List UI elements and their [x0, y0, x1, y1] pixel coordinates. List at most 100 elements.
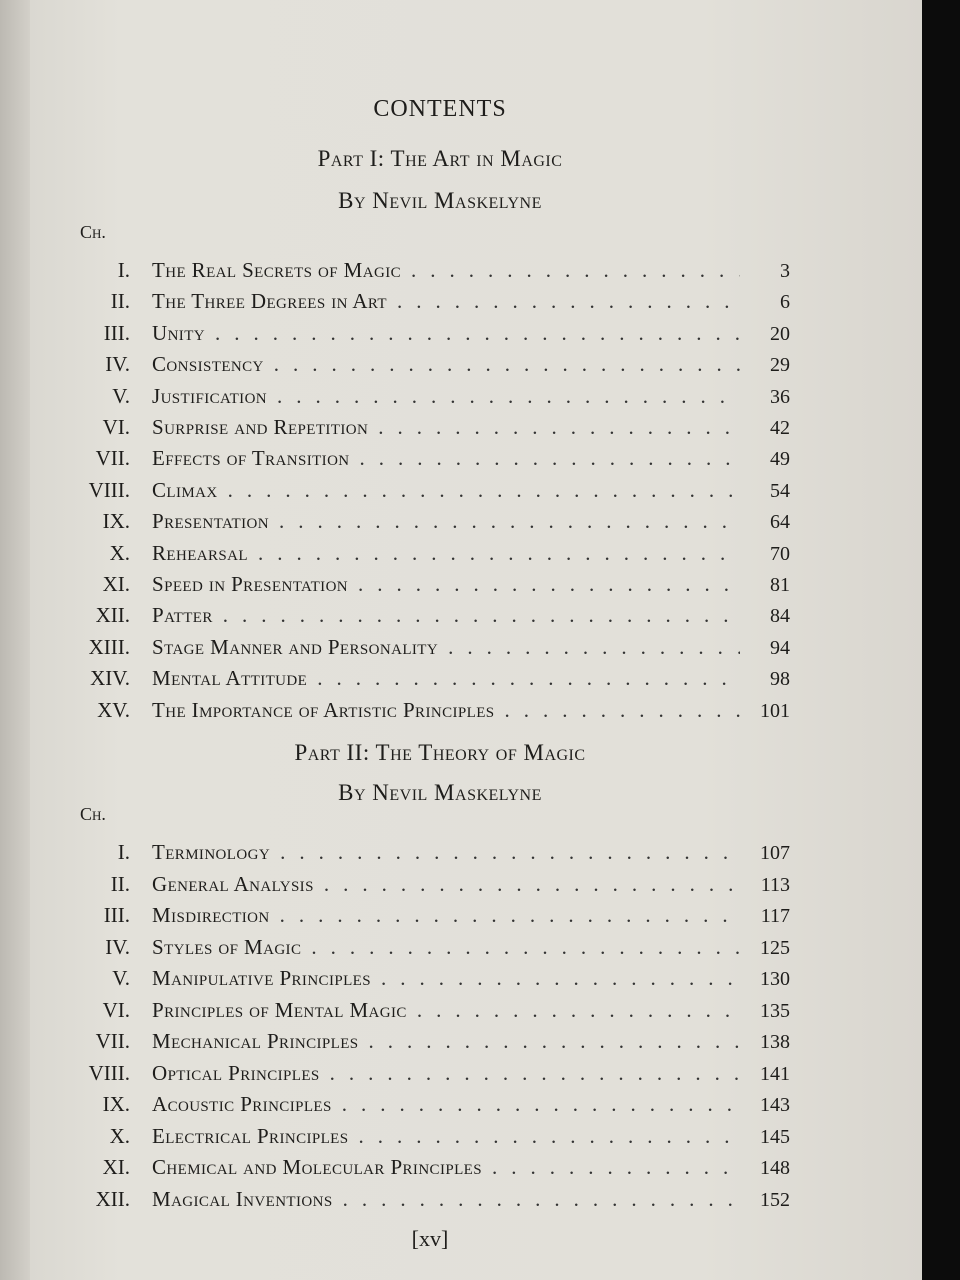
- chapter-number: IV.: [105, 352, 130, 377]
- dot-leader: ........................................…: [359, 446, 740, 471]
- chapter-title: Chemical and Molecular Principles: [152, 1155, 482, 1179]
- chapter-number: XII.: [95, 1186, 130, 1211]
- toc-entry: I. Terminology...........................…: [70, 840, 790, 868]
- dot-leader: ........................................…: [280, 840, 740, 864]
- part-title: Part I: The Art in Magic: [317, 146, 563, 171]
- page-ref: 81: [770, 574, 790, 596]
- toc-entry: XI. Chemical and Molecular Principles....…: [70, 1155, 790, 1183]
- toc-entry: XV. The Importance of Artistic Principles…: [70, 698, 790, 726]
- toc-entry: VII. Mechanical Principles...............…: [70, 1029, 790, 1057]
- book-page: CONTENTS Part I: The Art in Magic By Nevi…: [0, 0, 922, 1280]
- chapter-number: XV.: [97, 697, 130, 722]
- toc-entry: II. The Three Degrees in Art.............…: [70, 289, 790, 317]
- chapter-number: I.: [117, 840, 130, 864]
- part-title: Part II: The Theory of Magic: [294, 740, 586, 765]
- chapter-number: XII.: [95, 603, 130, 628]
- chapter-title: Effects of Transition: [152, 446, 350, 471]
- page-ref: 125: [760, 936, 790, 959]
- chapter-number: VII.: [95, 446, 130, 471]
- chapter-number: X.: [109, 1123, 130, 1148]
- page-ref: 117: [760, 905, 790, 927]
- chapter-title: Terminology: [152, 840, 271, 864]
- page-ref: 20: [770, 322, 790, 345]
- dot-leader: ........................................…: [411, 258, 740, 282]
- chapter-number: II.: [110, 289, 130, 314]
- dot-leader: ........................................…: [504, 697, 741, 722]
- dot-leader: ........................................…: [215, 320, 740, 345]
- page-ref: 107: [760, 842, 790, 864]
- chapter-title: Climax: [152, 477, 218, 502]
- dot-leader: ........................................…: [368, 1029, 740, 1053]
- toc-entry: II. General Analysis.....................…: [70, 872, 790, 900]
- dot-leader: ........................................…: [342, 1186, 740, 1211]
- page-ref: 138: [760, 1031, 790, 1053]
- toc-entry: V. Manipulative Principles...............…: [70, 966, 790, 994]
- page-ref: 49: [770, 448, 790, 471]
- chapter-title: Presentation: [152, 509, 269, 534]
- chapter-number: XIII.: [88, 634, 130, 659]
- toc-entry: XIV. Mental Attitude.....................…: [70, 666, 790, 694]
- page-ref: 145: [760, 1125, 790, 1148]
- page-ref: 6: [780, 291, 790, 314]
- dot-leader: ........................................…: [358, 1123, 741, 1148]
- chapter-title: Misdirection: [152, 903, 270, 927]
- chapter-title: Unity: [152, 320, 205, 345]
- toc-entry: V. Justification.........................…: [70, 384, 790, 412]
- page-ref: 64: [770, 511, 790, 534]
- chapter-number: III.: [103, 320, 130, 345]
- page-ref: 101: [760, 699, 790, 722]
- page-gutter: [0, 0, 30, 1280]
- chapter-title: Mechanical Principles: [152, 1029, 359, 1053]
- toc-entry: IX. Presentation.........................…: [70, 509, 790, 537]
- toc-entry: III. Misdirection........................…: [70, 903, 790, 931]
- chapter-title: Optical Principles: [152, 1060, 320, 1085]
- chapter-number: XI.: [102, 1155, 130, 1179]
- chapter-title: Stage Manner and Personality: [152, 634, 439, 659]
- page-ref: 143: [760, 1094, 790, 1116]
- chapter-title: Speed in Presentation: [152, 572, 349, 596]
- chapter-title: Surprise and Repetition: [152, 415, 369, 439]
- chapter-number: XI.: [102, 572, 130, 596]
- toc-entry: I. The Real Secrets of Magic.............…: [70, 258, 790, 286]
- chapter-number: XIV.: [90, 666, 130, 691]
- chapter-column-label: Ch.: [80, 222, 106, 242]
- toc-entry: XIII. Stage Manner and Personality.......…: [70, 635, 790, 663]
- dot-leader: ........................................…: [448, 634, 740, 659]
- chapter-title: The Real Secrets of Magic: [152, 258, 402, 282]
- dot-leader: ........................................…: [257, 540, 740, 565]
- toc-entry: VII. Effects of Transition...............…: [70, 446, 790, 474]
- dot-leader: ........................................…: [277, 383, 740, 408]
- dot-leader: ........................................…: [341, 1092, 740, 1116]
- dot-leader: ........................................…: [378, 415, 740, 439]
- contents-heading: CONTENTS: [373, 96, 507, 122]
- dot-leader: ........................................…: [396, 289, 740, 314]
- chapter-title: Mental Attitude: [152, 666, 308, 691]
- chapter-number: VI.: [102, 415, 130, 439]
- dot-leader: ........................................…: [222, 603, 740, 628]
- chapter-column-label: Ch.: [80, 804, 106, 824]
- page-ref: 42: [770, 417, 790, 439]
- page-ref: 36: [770, 385, 790, 408]
- part-author: By Nevil Maskelyne: [338, 188, 542, 213]
- toc-entry: IV. Styles of Magic......................…: [70, 935, 790, 963]
- chapter-title: Rehearsal: [152, 540, 248, 565]
- toc-entry: III. Unity...............................…: [70, 321, 790, 349]
- page-ref: 141: [760, 1062, 790, 1085]
- chapter-title: General Analysis: [152, 871, 314, 896]
- chapter-title: Patter: [152, 603, 213, 628]
- toc-entry: XII. Patter..............................…: [70, 603, 790, 631]
- page-ref: 152: [760, 1188, 790, 1211]
- chapter-number: VII.: [95, 1029, 130, 1053]
- dot-leader: ........................................…: [380, 966, 740, 990]
- dot-leader: ........................................…: [329, 1060, 740, 1085]
- toc-entry: VIII. Climax.............................…: [70, 478, 790, 506]
- chapter-number: V.: [112, 966, 130, 990]
- chapter-number: I.: [117, 258, 130, 282]
- chapter-title: Consistency: [152, 352, 264, 377]
- dot-leader: ........................................…: [358, 572, 740, 596]
- dot-leader: ........................................…: [311, 934, 740, 959]
- dot-leader: ........................................…: [491, 1155, 740, 1179]
- toc-entry: XII. Magical Inventions..................…: [70, 1187, 790, 1215]
- page-ref: 98: [770, 668, 790, 691]
- toc-entry: VIII. Optical Principles.................…: [70, 1061, 790, 1089]
